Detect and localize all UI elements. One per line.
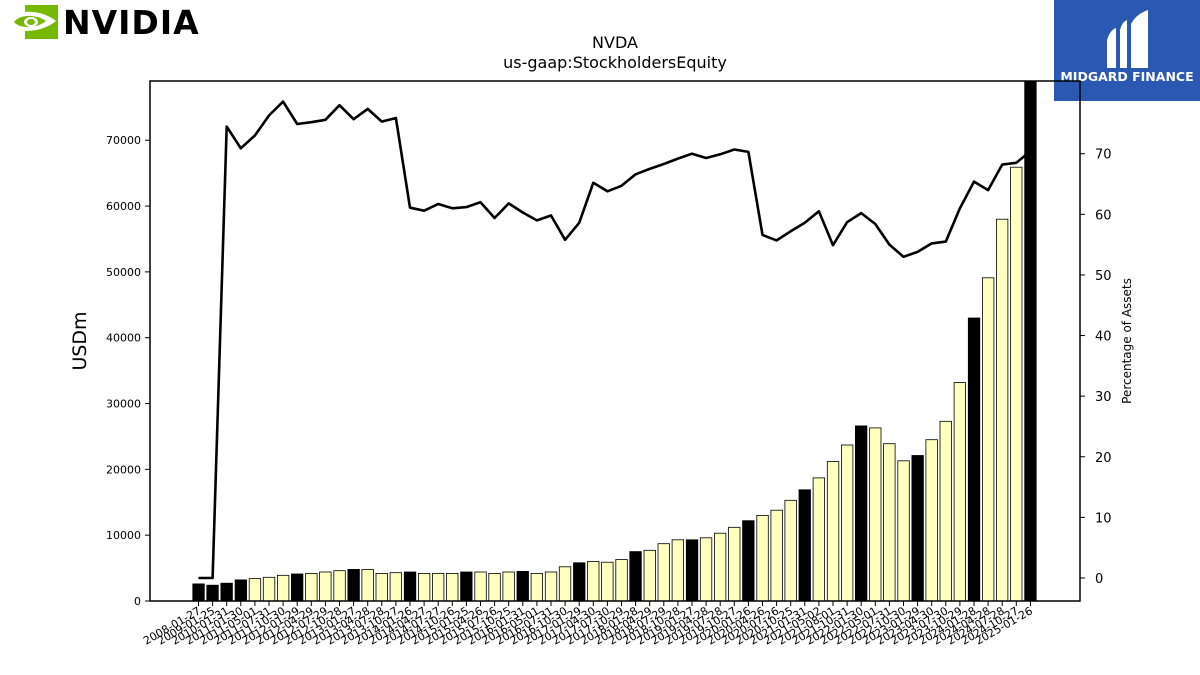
bar xyxy=(699,537,713,602)
bar xyxy=(812,477,825,602)
bar xyxy=(460,571,473,602)
bar xyxy=(262,576,276,602)
nvidia-wordmark: NVIDIA xyxy=(63,3,200,42)
bar xyxy=(841,444,854,602)
bar xyxy=(290,573,304,602)
bar xyxy=(248,578,262,602)
y-axis-right: 0 10 20 30 40 50 60 70 xyxy=(1080,148,1112,587)
bar xyxy=(967,317,981,602)
bar xyxy=(657,543,670,602)
y-axis-left: 0 10000 20000 30000 40000 50000 60000 70000 xyxy=(106,134,150,608)
chart-subtitle: us-gaap:StockholdersEquity xyxy=(503,53,727,72)
bar xyxy=(671,539,684,602)
x-axis: 2008-01-272009-01-252010-01-312011-01-30… xyxy=(141,601,1035,648)
bar xyxy=(502,571,515,602)
bar xyxy=(756,515,769,602)
y2-tick-label: 30 xyxy=(1095,390,1112,405)
bar xyxy=(587,561,600,602)
nvidia-logo: NVIDIA xyxy=(6,3,200,42)
y-tick-label: 0 xyxy=(134,595,141,608)
bar xyxy=(643,549,656,602)
y2-tick-label: 40 xyxy=(1095,330,1112,345)
y-tick-label: 40000 xyxy=(106,332,141,345)
bar xyxy=(192,583,205,602)
bar xyxy=(685,539,699,602)
bar xyxy=(516,571,529,602)
bar xyxy=(784,499,797,602)
y-tick-label: 60000 xyxy=(106,200,141,213)
bar xyxy=(629,551,642,602)
y2-tick-label: 60 xyxy=(1095,208,1112,223)
chart-title: NVDA xyxy=(592,33,638,52)
bar xyxy=(869,427,882,602)
y2-tick-label: 70 xyxy=(1095,148,1112,163)
bar xyxy=(375,573,388,602)
y2-tick-label: 10 xyxy=(1095,511,1112,526)
bar xyxy=(347,569,360,602)
line-series xyxy=(198,100,1032,580)
bar xyxy=(897,460,910,602)
bar xyxy=(996,218,1009,602)
bar xyxy=(234,579,248,602)
y2-axis-label: Percentage of Assets xyxy=(1120,278,1134,404)
bar xyxy=(826,461,840,602)
bar xyxy=(714,532,727,602)
bar xyxy=(544,571,558,602)
bar xyxy=(488,573,501,602)
bar xyxy=(855,425,868,602)
bar xyxy=(798,489,811,602)
bar xyxy=(770,509,783,602)
bar-series xyxy=(192,80,1037,602)
bar xyxy=(389,572,403,602)
y-tick-label: 70000 xyxy=(106,134,141,147)
plot-frame xyxy=(149,80,1081,602)
bar xyxy=(276,574,290,602)
bar xyxy=(1024,80,1037,602)
bar xyxy=(573,562,586,602)
bar xyxy=(925,439,938,602)
bar xyxy=(446,573,459,602)
y-tick-label: 10000 xyxy=(106,529,141,542)
bar xyxy=(883,443,896,602)
midgard-finance-logo: MIDGARD FINANCE xyxy=(1054,0,1200,101)
bar xyxy=(982,277,995,602)
bar xyxy=(220,582,233,602)
midgard-finance-wordmark: MIDGARD FINANCE xyxy=(1060,69,1193,84)
bar xyxy=(417,573,431,602)
bar xyxy=(558,566,572,602)
bar xyxy=(742,520,755,602)
bar xyxy=(403,571,417,602)
bar xyxy=(939,420,952,602)
bar xyxy=(530,573,543,602)
bar xyxy=(1010,166,1023,602)
bar xyxy=(333,570,346,602)
bar xyxy=(615,559,628,602)
bar xyxy=(728,526,741,602)
y-tick-label: 30000 xyxy=(106,398,141,411)
percentage-line xyxy=(198,100,1032,580)
bar xyxy=(474,571,487,602)
bar xyxy=(361,569,374,602)
bar xyxy=(911,455,924,602)
y-tick-label: 50000 xyxy=(106,266,141,279)
bar xyxy=(431,573,445,602)
y2-tick-label: 0 xyxy=(1095,572,1103,587)
bar xyxy=(319,571,332,602)
bar xyxy=(206,584,219,602)
y-axis-label: USDm xyxy=(69,311,91,370)
bar xyxy=(305,573,318,602)
y2-tick-label: 20 xyxy=(1095,451,1112,466)
y2-tick-label: 50 xyxy=(1095,269,1112,284)
bar xyxy=(953,382,966,602)
y-tick-label: 20000 xyxy=(106,463,141,476)
bar xyxy=(601,561,614,602)
